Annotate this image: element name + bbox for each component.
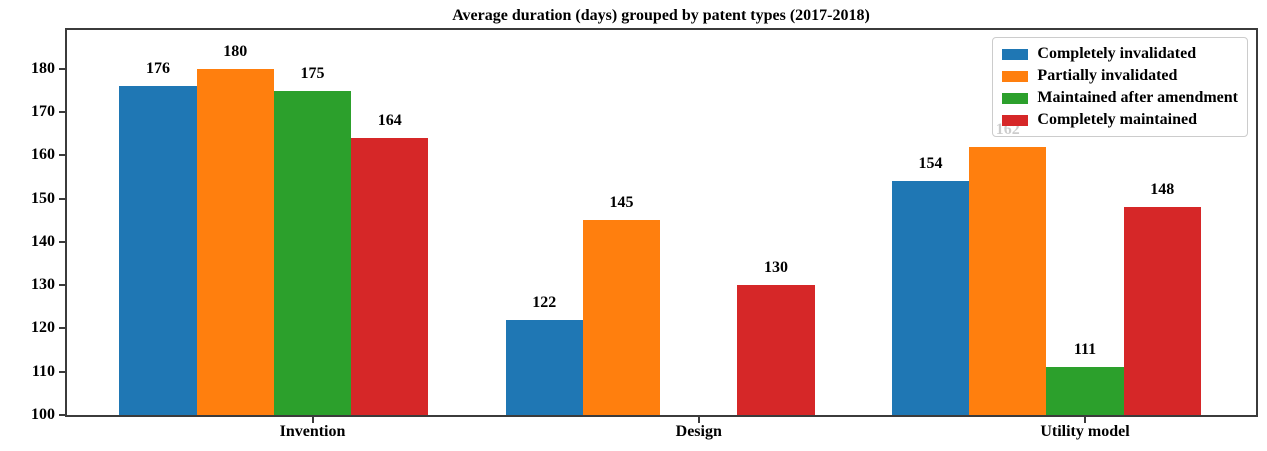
y-tick-label: 160 bbox=[31, 146, 55, 164]
bar-value-label: 111 bbox=[1073, 341, 1097, 359]
bar-design-series-3 bbox=[737, 285, 815, 415]
y-tick-mark bbox=[59, 414, 65, 416]
x-tick-label-utility-model: Utility model bbox=[1040, 423, 1130, 440]
bar-utility-model-series-1 bbox=[969, 146, 1047, 415]
bar-invention-series-3 bbox=[351, 138, 429, 415]
y-tick-label: 170 bbox=[31, 103, 55, 121]
bar-invention-series-2 bbox=[273, 90, 352, 415]
bar-value-label: 148 bbox=[1150, 181, 1175, 199]
legend-swatch bbox=[1002, 114, 1029, 126]
y-tick-mark bbox=[59, 240, 65, 243]
legend-label: Completely invalidated bbox=[1037, 45, 1197, 62]
legend-swatch bbox=[1002, 70, 1029, 82]
x-tick-mark bbox=[311, 417, 314, 423]
legend-label: Partially invalidated bbox=[1037, 67, 1178, 84]
legend-item-3: Completely maintained bbox=[1002, 112, 1238, 128]
legend-item-2: Maintained after amendment bbox=[1002, 90, 1238, 106]
bar-value-label: 122 bbox=[532, 293, 557, 311]
bar-design-series-0 bbox=[505, 319, 583, 415]
legend-swatch bbox=[1002, 48, 1029, 60]
y-tick-mark bbox=[59, 111, 65, 114]
bar-value-label: 130 bbox=[764, 259, 788, 277]
bar-design-series-1 bbox=[582, 220, 661, 415]
legend-swatch bbox=[1002, 92, 1029, 104]
bar-value-label: 175 bbox=[300, 64, 325, 82]
y-tick-label: 110 bbox=[31, 362, 55, 380]
bar-value-label: 145 bbox=[609, 194, 634, 212]
x-tick-label-design: Design bbox=[675, 423, 722, 440]
bar-value-label: 176 bbox=[146, 60, 170, 78]
y-tick-label: 180 bbox=[31, 59, 55, 77]
x-tick-mark bbox=[697, 417, 700, 423]
legend-label: Completely maintained bbox=[1037, 111, 1197, 128]
y-tick-label: 140 bbox=[31, 232, 55, 250]
bar-invention-series-1 bbox=[196, 68, 274, 415]
legend-item-0: Completely invalidated bbox=[1002, 46, 1238, 62]
bar-value-label: 154 bbox=[918, 155, 943, 173]
bar-utility-model-series-0 bbox=[891, 181, 970, 415]
y-tick-label: 130 bbox=[31, 276, 55, 294]
y-tick-mark bbox=[59, 284, 65, 287]
y-tick-mark bbox=[59, 154, 65, 157]
x-tick-mark bbox=[1084, 417, 1086, 423]
legend-label: Maintained after amendment bbox=[1037, 89, 1238, 106]
y-tick-mark bbox=[59, 197, 65, 200]
y-tick-label: 150 bbox=[31, 189, 55, 207]
bar-utility-model-series-2 bbox=[1046, 367, 1124, 415]
bar-value-label: 164 bbox=[377, 112, 402, 130]
bar-value-label: 180 bbox=[223, 42, 248, 60]
y-tick-mark bbox=[59, 327, 65, 330]
chart-title: Average duration (days) grouped by paten… bbox=[452, 7, 870, 24]
y-tick-label: 120 bbox=[31, 319, 55, 337]
legend-item-1: Partially invalidated bbox=[1002, 68, 1238, 84]
bar-utility-model-series-3 bbox=[1123, 207, 1201, 415]
y-tick-mark bbox=[59, 370, 65, 373]
legend: Completely invalidated Partially invalida… bbox=[992, 37, 1248, 137]
y-tick-label: 100 bbox=[31, 406, 55, 423]
x-tick-label-invention: Invention bbox=[279, 423, 346, 440]
bar-invention-series-0 bbox=[119, 86, 197, 415]
y-tick-mark bbox=[59, 67, 65, 70]
